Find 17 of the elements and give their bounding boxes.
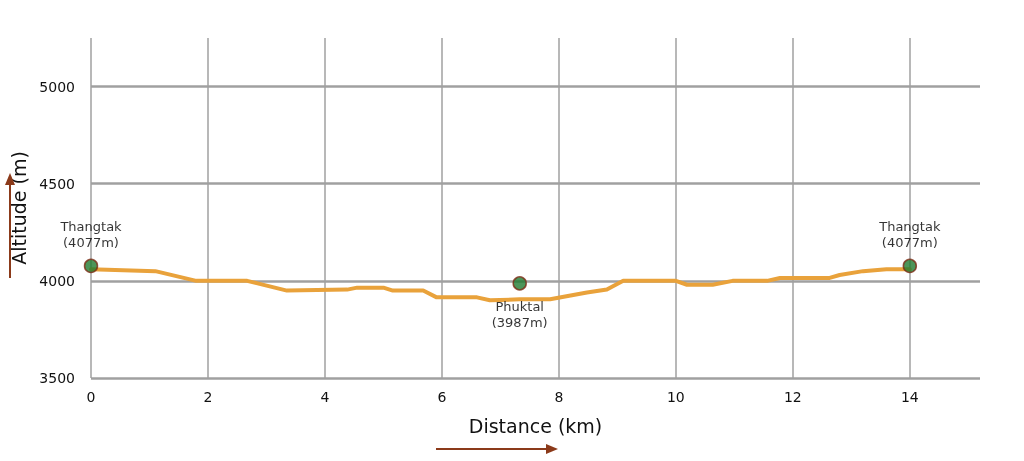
data-label: Thangtak (4077m) [59,219,123,251]
x-tick-label: 0 [86,389,96,405]
x-tick-label: 6 [437,389,447,405]
y-tick-label: 5000 [39,78,75,95]
y-tick-label: 4000 [39,272,75,289]
data-label: Phuktal (3987m) [491,299,548,331]
x-tick-label: 8 [554,389,564,405]
y-tick-label: 4500 [39,175,75,192]
x-tick-label: 2 [203,389,213,405]
x-axis-title: Distance (km) [468,414,603,437]
data-label: Thangtak (4077m) [878,219,941,251]
x-tick-label: 4 [320,389,330,405]
y-axis-title: Altitude (m) [7,151,30,265]
x-tick-label: 10 [666,389,685,405]
x-tick-label: 14 [900,389,919,405]
x-tick-label: 12 [783,389,802,405]
y-tick-label: 3500 [39,370,75,386]
